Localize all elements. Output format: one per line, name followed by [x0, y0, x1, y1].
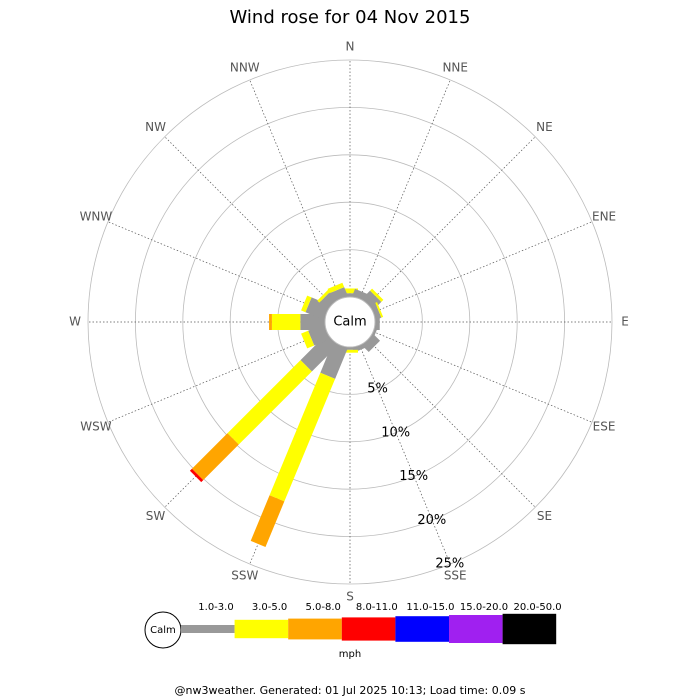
- bar-segment: [301, 330, 315, 349]
- direction-label: E: [621, 315, 629, 329]
- direction-label: NNW: [230, 60, 260, 74]
- bar-segment: [300, 314, 325, 330]
- legend-swatch: [395, 616, 449, 642]
- spoke: [367, 136, 536, 305]
- spoke: [367, 339, 536, 508]
- legend-label: 11.0-15.0: [406, 602, 454, 613]
- bar-segment: [362, 334, 381, 353]
- spoke: [359, 344, 451, 565]
- spoke: [249, 79, 341, 300]
- legend-swatch: [341, 617, 396, 641]
- bar-segment: [320, 342, 348, 379]
- bar-segment: [327, 282, 345, 294]
- direction-label: NNE: [442, 60, 468, 74]
- r-tick-label: 25%: [435, 557, 464, 572]
- direction-label: SE: [537, 509, 552, 523]
- direction-label: ESE: [593, 420, 616, 434]
- spoke: [372, 221, 593, 313]
- legend-label: 20.0-50.0: [514, 602, 562, 613]
- legend-swatch: [234, 619, 289, 639]
- legend-swatch: [181, 625, 235, 633]
- legend-swatch: [288, 618, 342, 640]
- legend-swatch: [449, 615, 503, 643]
- direction-label: ENE: [592, 209, 616, 223]
- direction-label: NW: [145, 120, 166, 134]
- calm-circle: [324, 296, 376, 348]
- spoke: [107, 221, 328, 313]
- ring: [87, 59, 613, 585]
- spoke: [164, 136, 333, 305]
- bar-segment: [269, 314, 272, 330]
- spoke: [372, 331, 593, 423]
- bar-segment: [329, 287, 348, 302]
- direction-label: SW: [146, 509, 166, 523]
- bar-segment: [191, 433, 239, 481]
- chart-title: Wind rose for 04 Nov 2015: [230, 7, 471, 28]
- r-tick-label: 5%: [367, 381, 388, 396]
- r-tick-label: 20%: [417, 513, 446, 528]
- ring: [182, 154, 518, 490]
- bar-segment: [317, 289, 331, 303]
- bar-segment: [300, 334, 338, 372]
- calm-label: Calm: [333, 315, 366, 330]
- spoke: [107, 331, 328, 423]
- bar-segment: [301, 295, 312, 313]
- legend-label: 1.0-3.0: [198, 602, 233, 613]
- direction-label: SSW: [231, 569, 258, 583]
- bar-segment: [269, 372, 336, 502]
- direction-label: S: [346, 590, 354, 604]
- r-tick-label: 10%: [381, 425, 410, 440]
- unit-label: mph: [339, 649, 361, 660]
- direction-label: NE: [536, 120, 553, 134]
- bar-segment: [189, 468, 204, 483]
- legend-label: 15.0-20.0: [460, 602, 508, 613]
- legend-label: 5.0-8.0: [305, 602, 340, 613]
- direction-label: WSW: [80, 420, 111, 434]
- legend-label: 8.0-11.0: [356, 602, 398, 613]
- footer: @nw3weather. Generated: 01 Jul 2025 10:1…: [175, 684, 526, 697]
- legend-calm-label: Calm: [150, 625, 176, 636]
- bar-segment: [375, 302, 384, 318]
- direction-label: N: [346, 40, 355, 54]
- direction-label: SSE: [444, 569, 467, 583]
- legend-swatch: [502, 613, 557, 645]
- bar-segment: [227, 360, 312, 445]
- legend-label: 3.0-5.0: [252, 602, 287, 613]
- bar-segment: [250, 495, 285, 547]
- spoke: [359, 79, 451, 300]
- direction-label: W: [69, 315, 81, 329]
- r-tick-label: 15%: [399, 469, 428, 484]
- bar-segment: [370, 288, 384, 302]
- bar-segment: [271, 314, 301, 330]
- direction-label: WNW: [80, 209, 113, 223]
